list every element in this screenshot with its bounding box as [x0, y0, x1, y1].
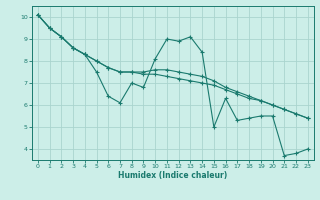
X-axis label: Humidex (Indice chaleur): Humidex (Indice chaleur) — [118, 171, 228, 180]
